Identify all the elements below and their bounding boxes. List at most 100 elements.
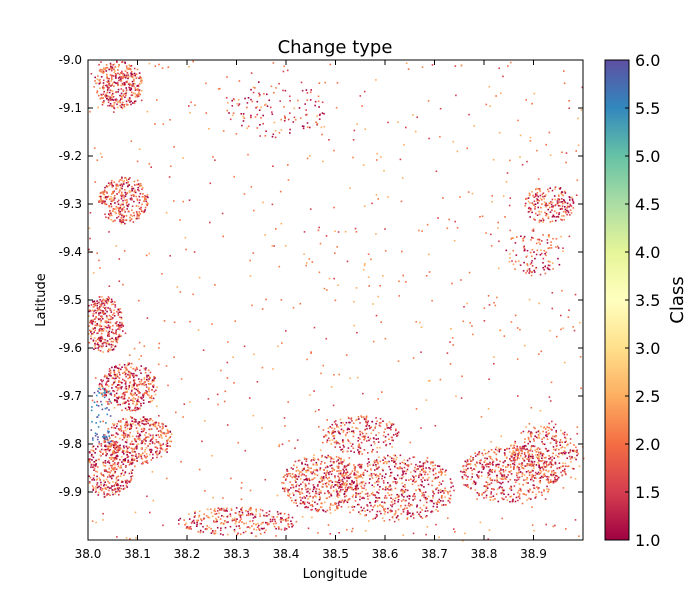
- heatmap-cell: [108, 489, 110, 492]
- heatmap-cell: [146, 418, 149, 421]
- heatmap-cell: [102, 192, 104, 195]
- heatmap-cell: [143, 345, 146, 347]
- heatmap-cell: [99, 192, 102, 195]
- heatmap-cell: [135, 404, 137, 406]
- heatmap-cell: [434, 464, 437, 467]
- heatmap-cell: [371, 451, 373, 453]
- heatmap-cell: [566, 213, 568, 216]
- heatmap-cell: [564, 472, 567, 475]
- heatmap-cell: [340, 473, 343, 476]
- heatmap-cell: [485, 494, 488, 497]
- heatmap-cell: [522, 240, 525, 242]
- heatmap-cell: [410, 515, 412, 518]
- heatmap-cell: [498, 463, 500, 466]
- heatmap-cell: [528, 474, 531, 476]
- heatmap-cell: [561, 219, 563, 221]
- heatmap-cell: [98, 301, 100, 304]
- heatmap-cell: [210, 511, 213, 514]
- heatmap-cell: [126, 71, 129, 74]
- heatmap-cell: [100, 379, 102, 381]
- heatmap-cell: [111, 105, 113, 108]
- heatmap-cell: [525, 465, 528, 467]
- heatmap-cell: [550, 244, 552, 246]
- heatmap-cell: [337, 467, 340, 469]
- heatmap-cell: [318, 118, 321, 120]
- heatmap-cell: [569, 449, 572, 451]
- heatmap-cell: [112, 220, 114, 223]
- heatmap-cell: [255, 523, 257, 526]
- heatmap-cell: [332, 490, 335, 492]
- heatmap-cell: [134, 74, 136, 77]
- heatmap-cell: [122, 418, 125, 420]
- heatmap-cell: [114, 73, 117, 75]
- heatmap-cell: [352, 435, 355, 438]
- heatmap-cell: [162, 524, 164, 527]
- heatmap-cell: [319, 481, 322, 483]
- heatmap-cell: [508, 451, 511, 453]
- heatmap-cell: [508, 447, 511, 450]
- heatmap-cell: [108, 482, 111, 484]
- heatmap-cell: [138, 392, 140, 394]
- heatmap-cell: [515, 455, 517, 458]
- heatmap-cell: [94, 321, 97, 323]
- heatmap-cell: [295, 485, 297, 488]
- heatmap-cell: [118, 447, 121, 449]
- heatmap-cell: [320, 492, 322, 494]
- heatmap-cell: [496, 474, 498, 477]
- heatmap-cell: [353, 451, 356, 453]
- heatmap-cell: [435, 508, 437, 511]
- heatmap-cell: [109, 309, 111, 311]
- heatmap-cell: [310, 467, 312, 470]
- heatmap-cell: [556, 440, 558, 443]
- heatmap-cell: [538, 491, 540, 493]
- heatmap-cell: [373, 473, 375, 475]
- heatmap-cell: [113, 199, 115, 201]
- heatmap-cell: [104, 495, 107, 498]
- heatmap-cell: [115, 457, 117, 459]
- heatmap-cell: [514, 442, 517, 444]
- heatmap-cell: [321, 454, 323, 457]
- heatmap-cell: [333, 462, 335, 464]
- heatmap-cell: [519, 488, 522, 491]
- heatmap-cell: [338, 431, 340, 433]
- heatmap-cell: [128, 219, 131, 221]
- heatmap-cell: [114, 380, 117, 383]
- heatmap-cell: [489, 478, 491, 481]
- heatmap-cell: [100, 195, 102, 198]
- heatmap-cell: [509, 501, 511, 503]
- heatmap-cell: [514, 260, 517, 263]
- heatmap-cell: [538, 477, 541, 479]
- heatmap-cell: [531, 456, 533, 458]
- heatmap-cell: [125, 177, 127, 180]
- heatmap-cell: [323, 501, 326, 504]
- heatmap-cell: [359, 513, 362, 515]
- heatmap-cell: [301, 497, 304, 499]
- heatmap-cell: [124, 373, 127, 375]
- heatmap-cell: [107, 428, 110, 430]
- heatmap-cell: [414, 470, 417, 473]
- heatmap-cell: [537, 195, 540, 198]
- heatmap-cell: [115, 322, 117, 325]
- heatmap-cell: [324, 482, 327, 485]
- heatmap-cell: [200, 522, 202, 525]
- heatmap-cell: [422, 491, 425, 494]
- heatmap-cell: [362, 473, 364, 476]
- heatmap-cell: [111, 468, 114, 470]
- heatmap-cell: [549, 221, 552, 223]
- heatmap-cell: [118, 396, 120, 399]
- heatmap-cell: [119, 444, 121, 447]
- heatmap-cell: [103, 304, 106, 306]
- heatmap-cell: [419, 511, 422, 513]
- heatmap-cell: [112, 390, 114, 392]
- heatmap-cell: [329, 508, 331, 511]
- heatmap-cell: [138, 433, 141, 436]
- heatmap-cell: [523, 245, 525, 248]
- heatmap-cell: [319, 495, 321, 498]
- heatmap-cell: [371, 477, 374, 479]
- heatmap-cell: [538, 353, 540, 355]
- heatmap-cell: [216, 510, 219, 512]
- heatmap-cell: [555, 430, 557, 432]
- heatmap-cell: [352, 509, 355, 511]
- heatmap-cell: [500, 478, 503, 480]
- heatmap-cell: [515, 449, 518, 452]
